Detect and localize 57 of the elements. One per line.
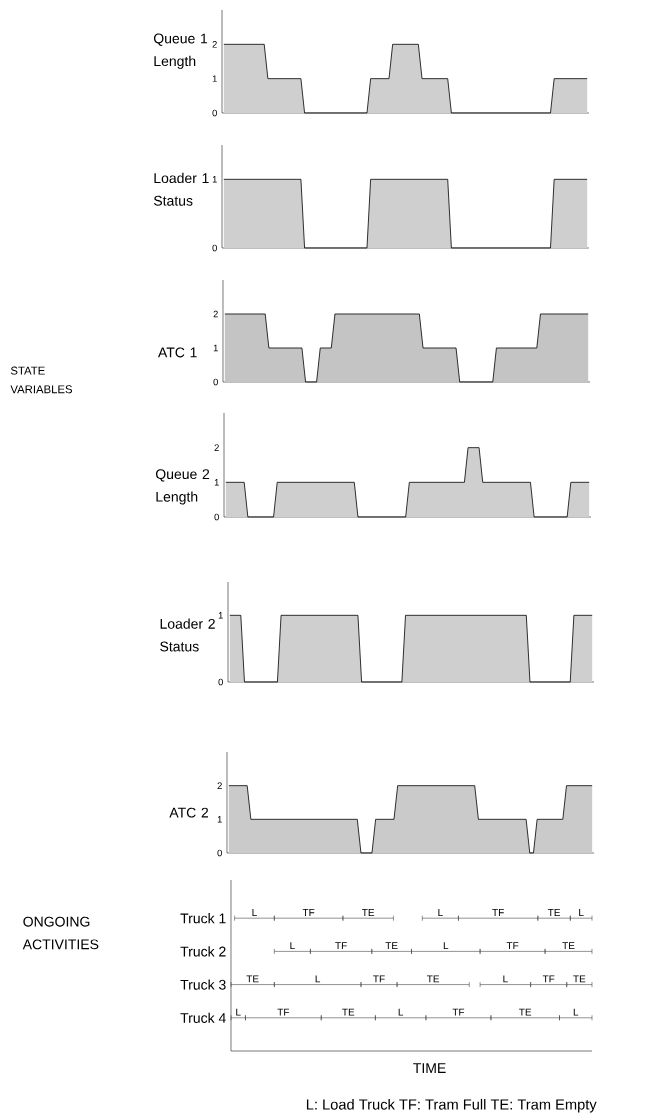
y-axis-title: ATC 2 [169, 807, 209, 818]
text: STATE VARIABLES [10, 366, 73, 394]
y-axis-title: Loader 2 Status [160, 618, 215, 652]
text: L [290, 942, 295, 950]
category-label: Truck 2 [180, 946, 226, 957]
y-axis-title: Queue 1 Length [153, 33, 208, 69]
y-tick-label: 1 [214, 479, 219, 486]
text: L [438, 909, 443, 916]
y-tick-label: 2 [214, 444, 219, 451]
text: TF [492, 909, 504, 916]
y-tick-label: 1 [212, 176, 217, 183]
text: L [579, 909, 584, 916]
text: ONGOING ACTIVITIES [22, 916, 99, 950]
y-tick-label: 2 [212, 41, 217, 48]
y-axis-title: ATC 1 [158, 347, 197, 358]
text: TF [302, 909, 315, 916]
y-tick-label: 0 [212, 109, 217, 117]
text: TE [547, 909, 561, 916]
y-tick-label: 1 [213, 344, 218, 352]
text: TF [506, 942, 519, 950]
text: L [503, 975, 508, 983]
text: TF [373, 975, 385, 983]
text: TIME [413, 1063, 446, 1073]
text: TF [335, 942, 347, 950]
y-tick-label: 2 [213, 310, 218, 318]
text: TF [277, 1008, 290, 1016]
category-label: Truck 4 [180, 1012, 226, 1023]
text: L [573, 1008, 579, 1016]
y-tick-label: 0 [214, 513, 219, 521]
text: L [315, 975, 321, 983]
y-tick-label: 0 [212, 244, 217, 252]
text: TE [519, 1008, 532, 1016]
y-tick-label: 1 [212, 75, 217, 82]
text: L [252, 909, 257, 916]
y-tick-label: 0 [213, 378, 218, 386]
text: L: Load Truck TF: Tram Full TE: Tram Empty [306, 1098, 597, 1113]
category-label: Truck 1 [180, 913, 226, 924]
text: TE [385, 942, 398, 950]
text: L [236, 1008, 241, 1016]
y-tick-label: 1 [217, 816, 222, 823]
text: TE [362, 909, 375, 916]
y-tick-label: 1 [218, 612, 223, 619]
y-tick-label: 0 [217, 849, 222, 857]
y-axis-title: Queue 2 Length [155, 469, 210, 505]
text: L [398, 1008, 404, 1016]
y-axis-title: Loader 1 Status [153, 172, 209, 206]
text: TE [246, 975, 259, 983]
category-label: Truck 3 [180, 979, 226, 990]
text: TF [452, 1008, 465, 1016]
text: TE [562, 942, 575, 950]
text: TE [573, 975, 586, 983]
text: TF [542, 975, 555, 983]
y-tick-label: 2 [217, 782, 222, 789]
text: L [443, 942, 449, 950]
text: TE [427, 975, 440, 983]
text: TE [342, 1008, 355, 1016]
y-tick-label: 0 [218, 678, 223, 686]
